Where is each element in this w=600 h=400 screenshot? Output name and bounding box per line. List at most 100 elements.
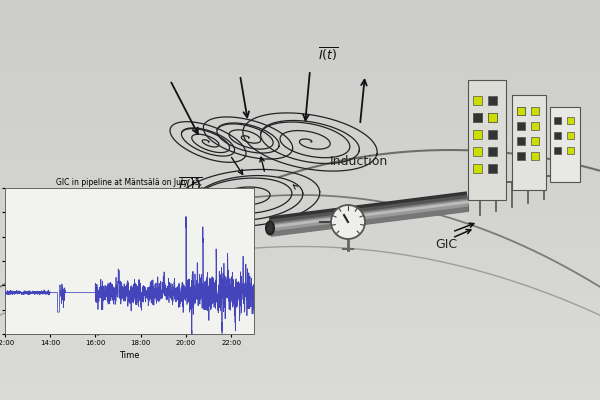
Bar xyxy=(0,141,600,142)
Bar xyxy=(554,147,561,154)
Bar xyxy=(0,374,600,375)
Bar xyxy=(0,347,600,348)
Bar xyxy=(473,96,482,105)
Bar xyxy=(0,271,600,272)
Bar xyxy=(0,218,600,219)
Bar xyxy=(0,264,600,265)
Bar xyxy=(0,135,600,136)
Bar xyxy=(0,299,600,300)
Bar xyxy=(0,95,600,96)
Bar xyxy=(0,353,600,354)
Bar xyxy=(0,342,600,343)
Bar xyxy=(0,253,600,254)
Bar xyxy=(0,379,600,380)
Bar xyxy=(0,71,600,72)
Bar xyxy=(0,19,600,20)
Bar xyxy=(0,105,600,106)
Bar xyxy=(0,330,600,331)
Bar xyxy=(0,197,600,198)
Bar xyxy=(531,152,539,160)
Bar xyxy=(0,174,600,175)
Bar xyxy=(0,389,600,390)
Bar xyxy=(0,150,600,151)
Bar xyxy=(0,363,600,364)
Bar xyxy=(0,226,600,227)
Bar xyxy=(0,111,600,112)
Bar xyxy=(0,128,600,129)
Bar xyxy=(0,172,600,173)
Bar xyxy=(0,240,600,241)
Bar xyxy=(0,82,600,83)
Bar xyxy=(0,331,600,332)
Bar xyxy=(0,132,600,133)
Bar xyxy=(0,323,600,324)
Bar xyxy=(0,2,600,3)
Bar xyxy=(0,228,600,229)
Bar xyxy=(0,381,600,382)
Bar xyxy=(0,211,600,212)
Bar xyxy=(0,92,600,93)
Bar xyxy=(0,107,600,108)
Bar xyxy=(0,122,600,123)
Bar xyxy=(0,288,600,289)
Bar xyxy=(0,120,600,121)
Bar xyxy=(0,246,600,247)
Bar xyxy=(0,321,600,322)
Bar xyxy=(473,113,482,122)
Bar xyxy=(531,137,539,145)
Bar xyxy=(0,294,600,295)
Bar xyxy=(0,333,600,334)
Bar xyxy=(488,96,497,105)
Circle shape xyxy=(331,205,365,239)
Bar xyxy=(0,314,600,315)
Bar xyxy=(0,239,600,240)
Bar xyxy=(0,300,600,301)
Bar xyxy=(0,196,600,197)
Bar xyxy=(0,324,600,325)
Bar xyxy=(0,8,600,9)
Bar xyxy=(0,192,600,193)
Bar xyxy=(0,136,600,137)
Bar xyxy=(0,195,600,196)
Bar xyxy=(0,311,600,312)
Bar xyxy=(0,281,600,282)
Bar xyxy=(0,203,600,204)
Bar xyxy=(0,256,600,257)
Bar xyxy=(554,132,561,139)
Bar xyxy=(567,117,574,124)
Bar xyxy=(0,159,600,160)
Bar xyxy=(0,238,600,239)
Bar xyxy=(0,359,600,360)
Bar xyxy=(0,261,600,262)
Bar xyxy=(0,276,600,277)
Bar xyxy=(0,28,600,29)
Bar xyxy=(0,184,600,185)
Bar xyxy=(0,310,600,311)
Bar xyxy=(0,130,600,131)
Bar xyxy=(0,84,600,85)
Bar xyxy=(473,130,482,139)
Bar xyxy=(0,306,600,307)
Bar xyxy=(0,121,600,122)
Bar xyxy=(0,249,600,250)
Bar xyxy=(0,219,600,220)
Bar xyxy=(0,143,600,144)
Bar xyxy=(0,129,600,130)
Bar xyxy=(0,91,600,92)
Bar xyxy=(468,80,506,200)
Bar xyxy=(0,101,600,102)
Bar xyxy=(0,75,600,76)
Bar xyxy=(0,17,600,18)
Bar xyxy=(0,3,600,4)
Bar xyxy=(0,40,600,41)
Bar xyxy=(0,165,600,166)
Bar xyxy=(0,254,600,255)
Bar xyxy=(0,308,600,309)
Bar xyxy=(0,223,600,224)
Bar xyxy=(0,170,600,171)
Bar xyxy=(0,35,600,36)
Bar xyxy=(0,56,600,57)
Bar xyxy=(0,61,600,62)
Bar xyxy=(0,181,600,182)
Bar xyxy=(0,93,600,94)
